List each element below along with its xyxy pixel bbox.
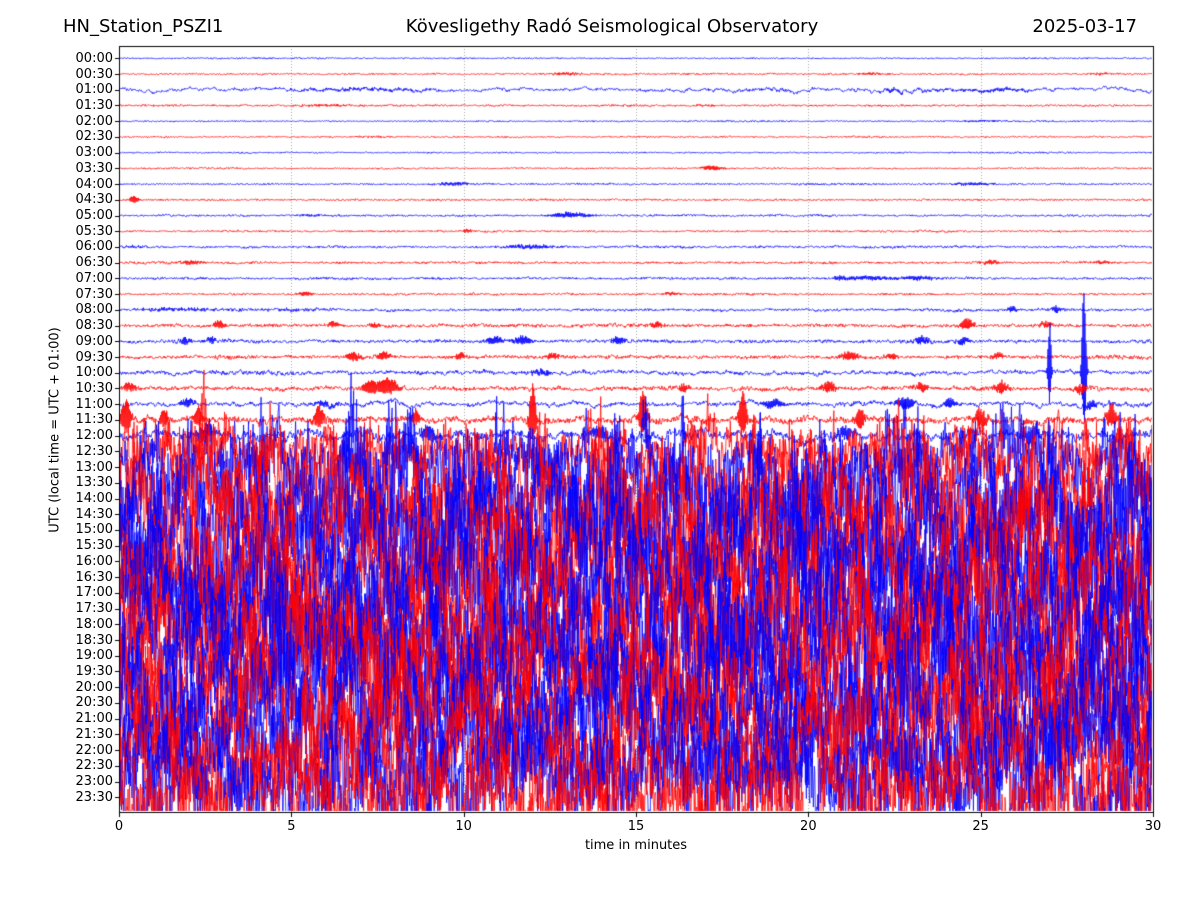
y-tick-label: 09:00	[75, 333, 113, 349]
y-tick-label: 13:30	[75, 475, 113, 491]
y-tick-label: 14:30	[75, 506, 113, 522]
x-tick-label: 5	[287, 819, 296, 834]
y-tick-label: 06:00	[75, 239, 113, 255]
y-tick-label: 14:00	[75, 491, 113, 507]
y-tick-label: 15:30	[75, 538, 113, 554]
y-tick-label: 11:30	[75, 412, 113, 428]
y-tick-label: 21:30	[75, 726, 113, 742]
y-tick-label: 20:30	[75, 695, 113, 711]
observatory-title: Kövesligethy Radó Seismological Observat…	[405, 16, 819, 37]
y-tick-label: 02:00	[75, 113, 113, 129]
station-title: HN_Station_PSZI1	[63, 16, 224, 37]
y-tick-label: 12:00	[75, 428, 113, 444]
y-tick-label: 01:00	[75, 82, 113, 98]
y-tick-label: 10:00	[75, 365, 113, 381]
y-tick-label: 04:00	[75, 176, 113, 192]
y-tick-label: 06:30	[75, 255, 113, 271]
y-tick-label: 11:00	[75, 396, 113, 412]
y-tick-label: 12:30	[75, 443, 113, 459]
y-tick-label: 10:30	[75, 380, 113, 396]
y-tick-label: 09:30	[75, 349, 113, 365]
y-tick-label: 05:30	[75, 223, 113, 239]
y-tick-label: 18:30	[75, 632, 113, 648]
y-tick-label: 23:00	[75, 774, 113, 790]
y-tick-label: 04:30	[75, 192, 113, 208]
y-tick-label: 03:00	[75, 145, 113, 161]
y-tick-label: 01:30	[75, 97, 113, 113]
y-tick-label: 00:00	[75, 50, 113, 66]
y-tick-label: 08:30	[75, 318, 113, 334]
y-tick-label: 15:00	[75, 522, 113, 538]
y-tick-label: 05:00	[75, 208, 113, 224]
y-tick-label: 02:30	[75, 129, 113, 145]
x-tick-label: 30	[1144, 819, 1162, 834]
y-tick-label: 20:00	[75, 679, 113, 695]
y-tick-label: 21:00	[75, 711, 113, 727]
x-axis-label: time in minutes	[584, 838, 688, 853]
x-tick-label: 0	[114, 819, 124, 834]
y-tick-label: 17:30	[75, 601, 113, 617]
y-tick-label: 22:30	[75, 758, 113, 774]
y-tick-label: 03:30	[75, 160, 113, 176]
y-tick-label: 13:00	[75, 459, 113, 475]
y-tick-label: 16:00	[75, 553, 113, 569]
x-tick-label: 25	[972, 819, 989, 834]
y-tick-label: 23:30	[75, 789, 113, 805]
y-tick-label: 17:00	[75, 585, 113, 601]
y-tick-label: 19:30	[75, 663, 113, 679]
y-tick-label: 19:00	[75, 648, 113, 664]
x-tick-label: 20	[800, 819, 817, 834]
y-tick-label: 22:00	[75, 742, 113, 758]
y-tick-label: 07:30	[75, 286, 113, 302]
x-tick-label: 10	[455, 819, 472, 834]
y-tick-label: 16:30	[75, 569, 113, 585]
date-label: 2025-03-17	[1032, 16, 1137, 37]
y-tick-label: 07:00	[75, 270, 113, 286]
y-tick-label: 18:00	[75, 616, 113, 632]
y-tick-label: 00:30	[75, 66, 113, 82]
x-tick-label: 15	[627, 819, 645, 834]
y-tick-label: 08:00	[75, 302, 113, 318]
